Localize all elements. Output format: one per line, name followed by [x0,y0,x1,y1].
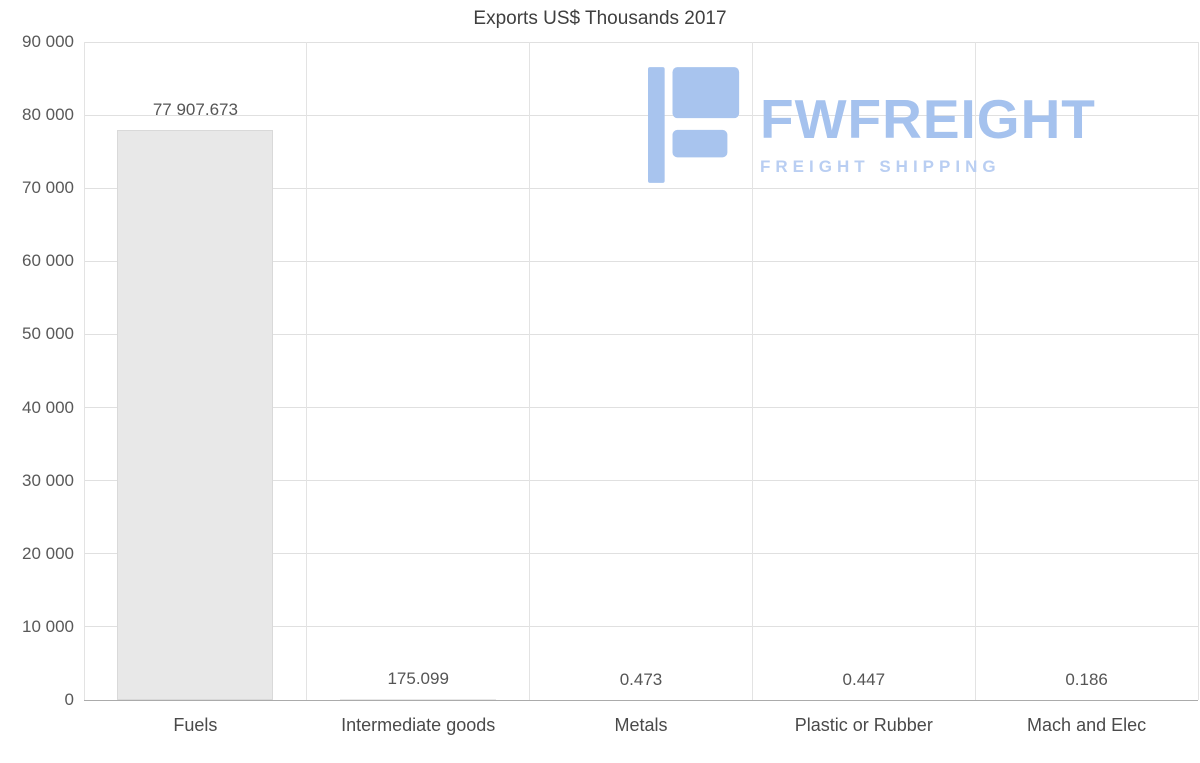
y-axis-tick-label: 30 000 [22,470,74,490]
y-gridline [84,187,1198,189]
bar-0 [117,130,274,700]
x-gridline [974,42,976,700]
x-axis-line [84,700,1198,701]
chart-title: Exports US$ Thousands 2017 [473,8,727,29]
x-axis-category-label: Intermediate goods [341,715,496,735]
bar-value-label: 77 907.673 [152,100,238,120]
x-gridline [83,42,85,700]
bar-value-label: 0.186 [1065,669,1108,689]
y-gridline [84,553,1198,555]
y-axis-tick-label: 10 000 [22,616,74,636]
y-gridline [84,333,1198,335]
x-axis-category-label: Metals [614,715,668,735]
fwfreight-logo-icon [648,66,746,189]
y-gridline [84,260,1198,262]
y-axis-tick-label: 20 000 [22,543,74,563]
brand-name: FWFREIGHT [760,88,1096,150]
y-axis-tick-label: 80 000 [22,105,74,125]
fwfreight-logo-text: FWFREIGHT FREIGHT SHIPPING [760,92,1099,177]
y-axis-tick-label: 90 000 [22,32,74,51]
brand-tagline: FREIGHT SHIPPING [760,157,1001,176]
y-axis-tick-label: 50 000 [22,324,74,344]
x-axis-category-label: Mach and Elec [1027,715,1147,735]
y-axis-tick-label: 0 [64,690,74,709]
x-axis-category-label: Fuels [173,715,218,735]
y-axis-tick-label: 40 000 [22,397,74,417]
y-gridline [84,114,1198,116]
y-gridline [84,626,1198,628]
y-gridline [84,41,1198,43]
x-axis-category-label: Plastic or Rubber [794,715,933,735]
y-axis-tick-label: 70 000 [22,178,74,198]
bar-value-label: 175.099 [387,668,449,688]
y-axis-tick-label: 60 000 [22,251,74,271]
bar-value-label: 0.473 [619,669,663,689]
x-gridline [306,42,308,700]
y-gridline [84,407,1198,409]
x-gridline [1197,42,1199,700]
y-gridline [84,480,1198,482]
bar-value-label: 0.447 [842,669,886,689]
bar-1 [340,698,497,700]
x-gridline [529,42,531,700]
x-gridline [751,42,753,700]
fwfreight-watermark: FWFREIGHT FREIGHT SHIPPING [648,66,1099,189]
